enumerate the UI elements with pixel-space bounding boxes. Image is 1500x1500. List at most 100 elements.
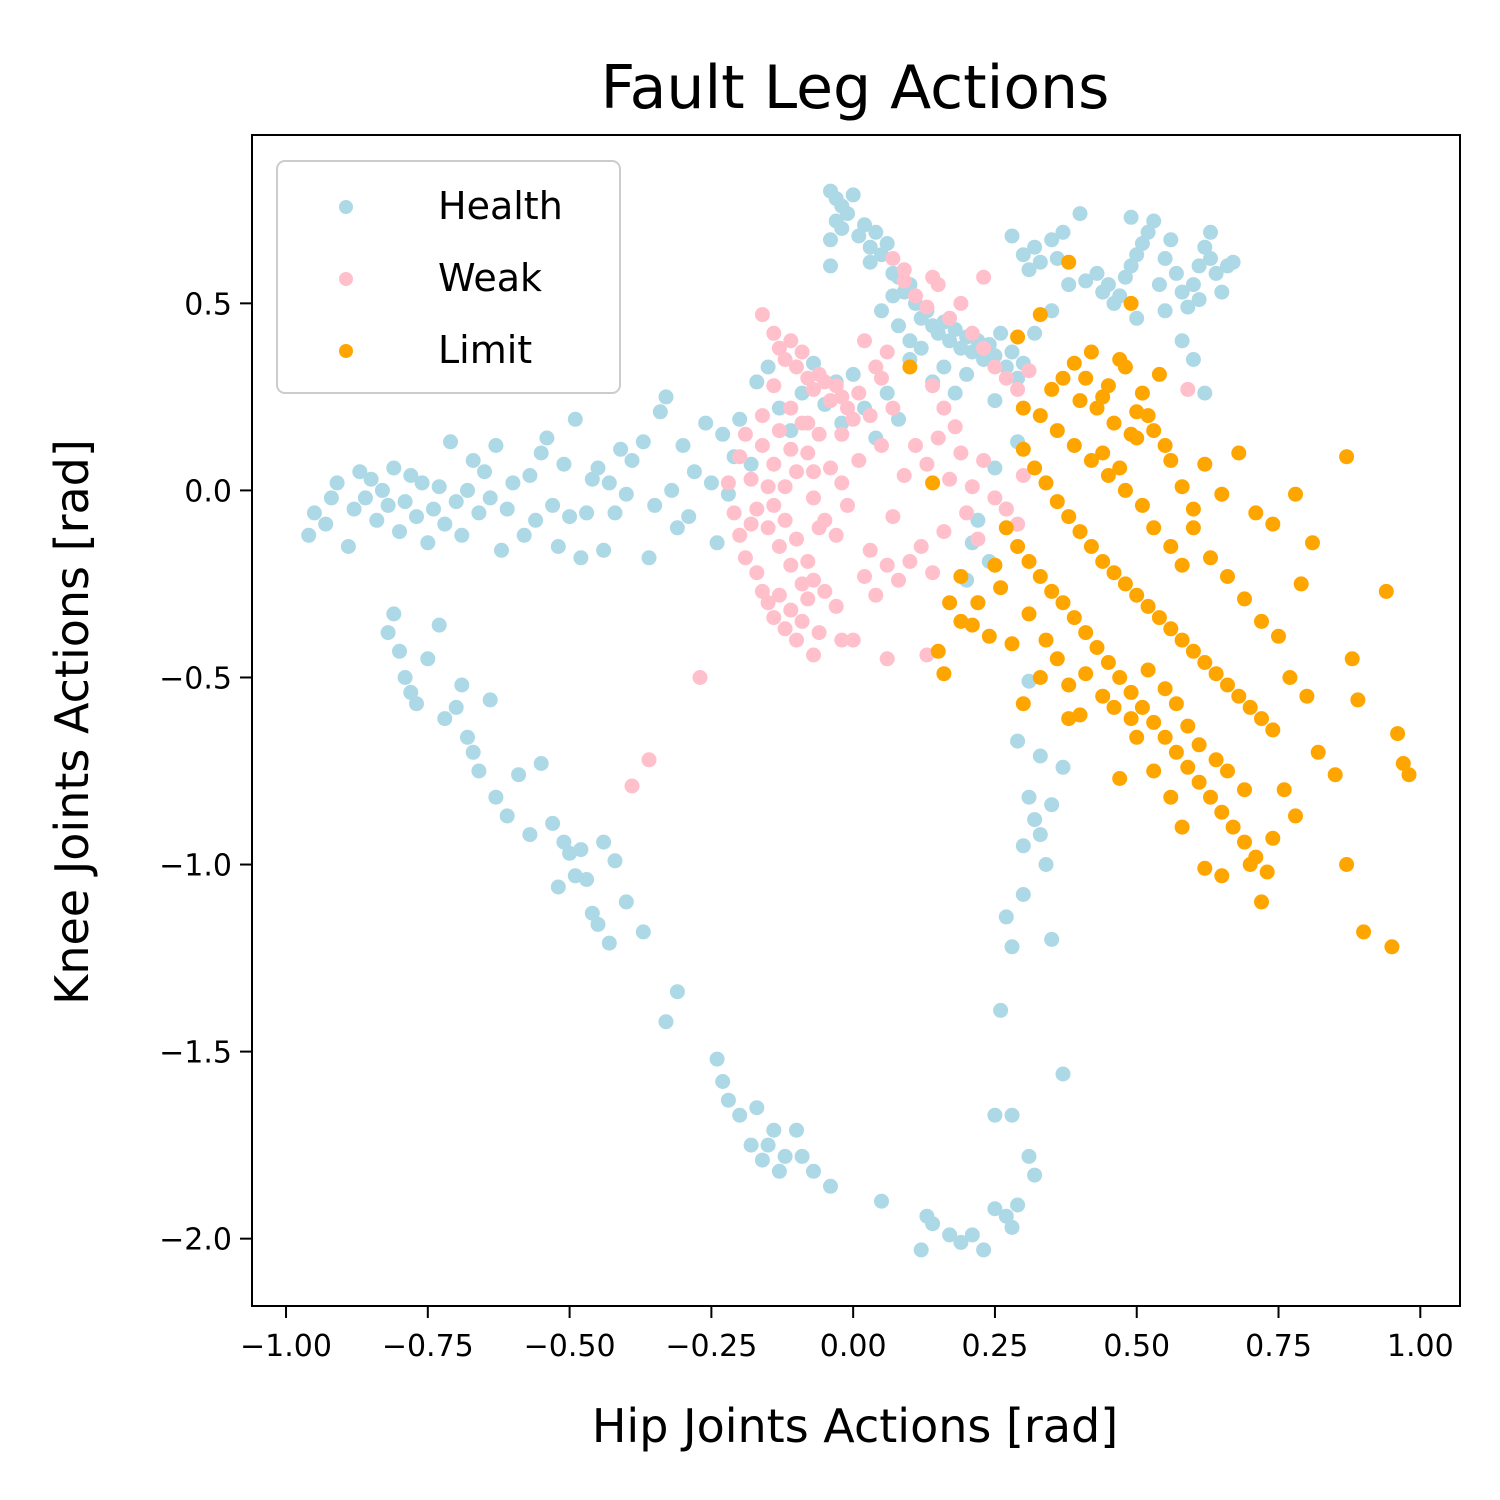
health-point (1140, 224, 1156, 240)
limit-point (1032, 307, 1048, 323)
health-point (823, 258, 838, 274)
limit-point (964, 617, 980, 633)
health-point (601, 475, 617, 491)
weak-point (987, 490, 1003, 506)
y-tick-label: −1.0 (159, 849, 232, 884)
weak-point (857, 569, 872, 584)
weak-point (862, 542, 878, 558)
limit-point (1327, 767, 1343, 783)
health-point (403, 468, 419, 483)
health-point (987, 1201, 1003, 1217)
weak-point (902, 554, 918, 569)
health-point (323, 490, 339, 506)
health-point (596, 834, 612, 850)
limit-point (1356, 924, 1372, 940)
health-point (1004, 939, 1020, 955)
limit-point (1237, 782, 1252, 798)
weak-point (851, 385, 867, 401)
weak-point (851, 453, 867, 468)
health-point (431, 617, 447, 633)
health-point (528, 512, 544, 528)
health-point (1208, 265, 1224, 281)
weak-point (771, 539, 787, 554)
weak-point (1021, 363, 1037, 379)
health-point (715, 426, 731, 442)
health-point (369, 512, 385, 528)
health-point (862, 239, 878, 255)
weak-point (811, 625, 827, 641)
health-point (1129, 247, 1145, 263)
limit-point (1168, 696, 1184, 712)
health-point (1055, 759, 1071, 775)
health-point (1129, 310, 1145, 326)
limit-point (1395, 756, 1411, 771)
health-point (760, 359, 776, 375)
health-point (964, 344, 980, 360)
health-point (658, 1014, 674, 1030)
limit-point (1248, 505, 1264, 521)
health-point (522, 827, 538, 843)
weak-point (987, 359, 1003, 375)
limit-point (936, 666, 952, 682)
limit-point (1225, 819, 1241, 835)
limit-point (1146, 423, 1162, 439)
health-point (732, 1107, 748, 1123)
weak-point (1015, 468, 1031, 483)
limit-point (902, 359, 918, 375)
limit-point (1061, 677, 1077, 693)
limit-point (1282, 670, 1298, 685)
weak-point (806, 381, 821, 397)
health-point (1072, 206, 1088, 222)
limit-point (1146, 763, 1162, 779)
health-point (834, 221, 850, 236)
y-tick-label: −2.0 (159, 1223, 232, 1258)
limit-point (1197, 655, 1213, 670)
health-point (511, 767, 527, 783)
health-point (505, 475, 521, 491)
limit-point (1378, 583, 1394, 599)
health-point (1004, 1107, 1020, 1123)
limit-point (1254, 711, 1269, 727)
limit-point (1061, 711, 1077, 727)
x-ticks: −1.00 −0.75 −0.50 −0.25 0.00 0.25 0.50 0.75 1.00 (240, 1306, 1454, 1364)
health-point (516, 527, 532, 543)
health-point (947, 385, 963, 401)
weak-point (783, 557, 799, 573)
health-point (471, 505, 487, 521)
limit-point (1134, 699, 1150, 715)
limit-point (1089, 640, 1105, 655)
health-point (1185, 277, 1201, 293)
limit-point (1061, 509, 1077, 525)
health-point (363, 471, 379, 487)
health-point (686, 464, 702, 480)
weak-point (976, 340, 992, 356)
health-point (1004, 344, 1020, 360)
limit-point (1174, 632, 1190, 648)
health-point (579, 872, 595, 887)
weak-point (754, 583, 770, 599)
health-point (550, 879, 566, 895)
limit-point (1055, 595, 1071, 611)
health-point (465, 453, 481, 468)
limit-point (981, 628, 997, 644)
health-point (925, 1216, 941, 1232)
weak-point (885, 251, 901, 266)
limit-point (1032, 670, 1048, 685)
limit-point (1044, 381, 1060, 397)
health-point (1055, 1066, 1071, 1082)
limit-point (1112, 352, 1128, 367)
limit-point (1010, 329, 1026, 345)
limit-point (1004, 636, 1020, 652)
health-point (1203, 251, 1218, 266)
health-point (573, 550, 589, 566)
weak-point (754, 307, 770, 323)
health-point (789, 1122, 804, 1138)
weak-point (641, 752, 657, 768)
health-point (1021, 673, 1037, 689)
health-point (709, 1051, 725, 1067)
legend-marker-limit (339, 344, 353, 358)
health-point (1168, 265, 1184, 281)
health-point (834, 415, 850, 431)
limit-point (1140, 408, 1156, 424)
limit-point (1151, 366, 1167, 382)
